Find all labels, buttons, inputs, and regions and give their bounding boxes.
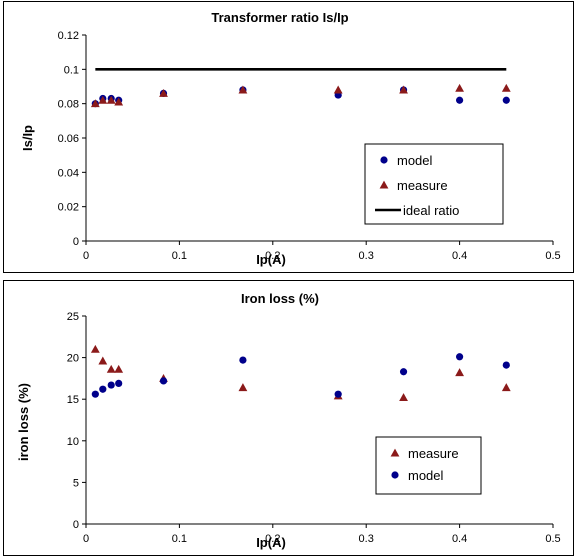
legend-label: measure: [408, 446, 459, 461]
data-point-measure: [106, 95, 116, 104]
data-point-model: [115, 379, 123, 387]
x-tick-label: 0: [83, 533, 89, 545]
legend-symbol-model: [380, 156, 388, 164]
data-point-model: [99, 385, 107, 393]
data-point-measure: [399, 85, 408, 94]
y-axis-label: Is/Ip: [20, 125, 35, 151]
data-point-measure: [455, 368, 464, 377]
data-point-model: [456, 353, 464, 361]
data-point-model: [91, 390, 99, 398]
data-point-model: [456, 96, 464, 104]
y-tick-label: 0.04: [58, 167, 79, 179]
chart-iron-loss: Iron loss (%) 0 5 10 15 20 25 0 0.1 0.2 0.3 0.4 0.5 I…: [16, 291, 561, 550]
data-point-measure: [114, 97, 124, 106]
y-tick-label: 25: [67, 311, 79, 323]
legend-symbol-model: [391, 471, 399, 479]
y-tick-label: 0.02: [58, 202, 79, 214]
x-tick-label: 0.4: [452, 250, 467, 262]
x-tick-label: 0.5: [545, 533, 560, 545]
y-tick-label: 0: [73, 519, 79, 531]
x-axis-label: Ip(A): [256, 535, 286, 550]
x-tick-label: 0.5: [545, 250, 560, 262]
x-tick-label: 0.4: [452, 533, 467, 545]
y-tick-label: 0.06: [58, 133, 79, 145]
chart-transformer-ratio: Transformer ratio Is/Ip 0 0.02 0.04 0.06 0.08…: [20, 10, 561, 267]
data-point-model: [159, 377, 168, 385]
data-point-measure: [98, 356, 108, 365]
chart-title: Transformer ratio Is/Ip: [211, 10, 348, 25]
data-point-measure: [399, 393, 408, 402]
legend-label: model: [397, 153, 433, 168]
data-point-measure: [238, 383, 248, 392]
y-tick-label: 10: [67, 436, 79, 448]
x-tick-label: 0.3: [359, 250, 374, 262]
data-point-model: [502, 96, 510, 104]
data-point-model: [107, 381, 115, 389]
data-point-measure: [333, 85, 343, 94]
y-tick-label: 15: [67, 394, 79, 406]
x-tick-label: 0.2: [265, 533, 280, 545]
chart-title: Iron loss (%): [241, 291, 319, 306]
data-point-measure: [90, 344, 100, 353]
data-point-model: [502, 361, 510, 369]
x-axis-label: Ip(A): [256, 252, 286, 267]
y-tick-label: 20: [67, 353, 79, 365]
legend-label: model: [408, 468, 444, 483]
y-axis-label: iron loss (%): [16, 383, 31, 461]
y-tick-label: 0.12: [58, 30, 79, 42]
y-tick-label: 0.1: [64, 64, 79, 76]
x-tick-label: 0: [83, 250, 89, 262]
legend-symbol-measure: [390, 448, 400, 457]
x-tick-label: 0.1: [172, 533, 187, 545]
data-point-measure: [98, 95, 108, 104]
data-point-model: [334, 390, 342, 398]
data-point-measure: [114, 364, 124, 373]
chart-panel-transformer-ratio: Transformer ratio Is/Ip 0 0.02 0.04 0.06 0.08…: [3, 1, 574, 273]
legend-label: ideal ratio: [403, 203, 459, 218]
x-tick-label: 0.2: [265, 250, 280, 262]
x-tick-label: 0.1: [172, 250, 187, 262]
data-point-model: [239, 356, 247, 364]
legend-box: [375, 436, 482, 495]
data-point-model: [399, 368, 408, 376]
y-tick-label: 5: [73, 477, 79, 489]
data-point-measure: [455, 83, 464, 92]
data-point-measure: [106, 364, 116, 373]
data-point-measure: [159, 88, 168, 97]
legend-label: measure: [397, 178, 448, 193]
data-point-measure: [501, 83, 511, 92]
legend-symbol-measure: [379, 180, 389, 189]
data-point-measure: [238, 85, 248, 94]
x-tick-label: 0.3: [359, 533, 374, 545]
y-tick-label: 0.08: [58, 99, 79, 111]
y-tick-label: 0: [73, 236, 79, 248]
data-point-measure: [501, 383, 511, 392]
data-point-measure: [90, 99, 100, 108]
chart-panel-iron-loss: Iron loss (%) 0 5 10 15 20 25 0 0.1 0.2 0.3 0.4 0.5 I…: [3, 280, 574, 556]
